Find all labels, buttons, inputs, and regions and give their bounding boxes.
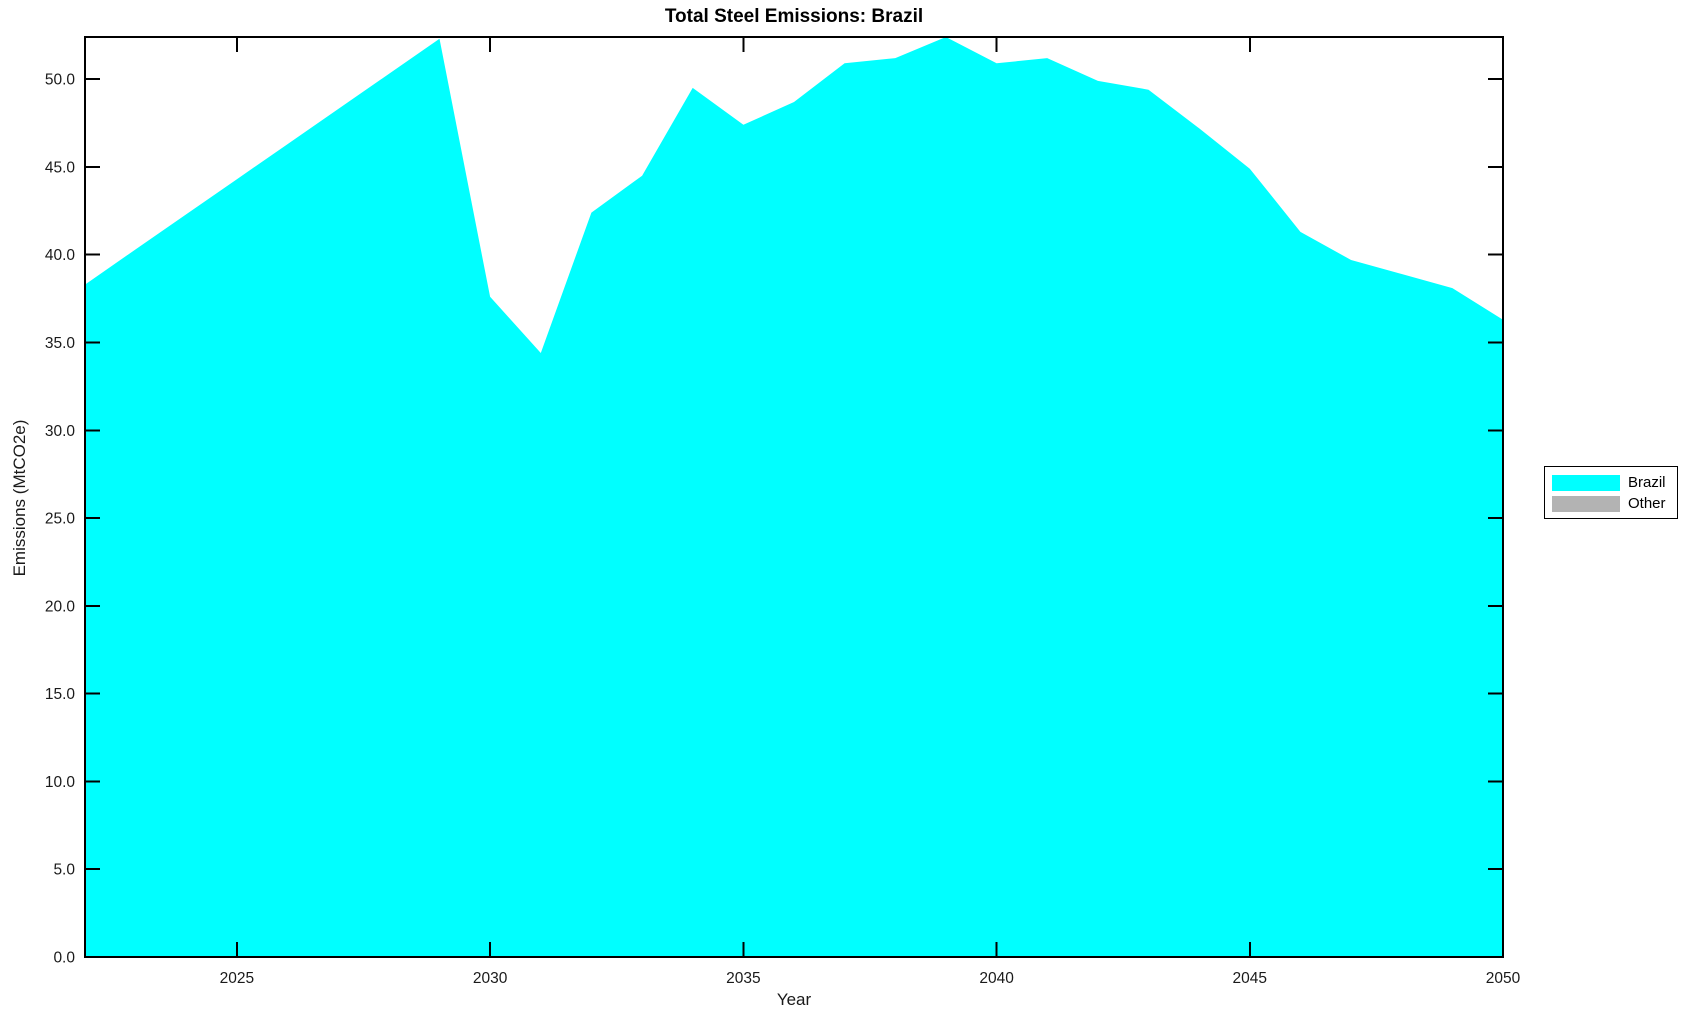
x-tick-label: 2040 (979, 970, 1014, 987)
legend-item-other: Other (1552, 495, 1669, 512)
y-tick-label: 30.0 (45, 423, 76, 440)
legend-label-brazil: Brazil (1628, 474, 1666, 491)
y-tick-label: 35.0 (45, 335, 76, 352)
x-tick-label: 2035 (726, 970, 760, 987)
legend-label-other: Other (1628, 495, 1666, 512)
x-tick-label: 2045 (1233, 970, 1267, 987)
legend-item-brazil: Brazil (1552, 474, 1669, 491)
x-axis-label: Year (776, 990, 812, 1009)
x-tick-label: 2030 (473, 970, 508, 987)
y-tick-label: 20.0 (45, 598, 76, 615)
y-tick-label: 50.0 (45, 72, 76, 89)
x-tick-label: 2025 (220, 970, 254, 987)
chart-title: Total Steel Emissions: Brazil (664, 6, 924, 27)
y-tick-label: 15.0 (45, 686, 76, 703)
legend: Brazil Other (1544, 466, 1678, 519)
y-tick-label: 25.0 (45, 511, 76, 528)
y-tick-label: 45.0 (45, 159, 76, 176)
legend-swatch-brazil (1552, 474, 1620, 491)
y-tick-label: 40.0 (45, 247, 76, 264)
x-tick-label: 2050 (1486, 970, 1521, 987)
legend-swatch-other (1552, 495, 1620, 512)
y-tick-label: 0.0 (53, 950, 75, 967)
y-tick-label: 10.0 (45, 774, 76, 791)
y-tick-label: 5.0 (53, 862, 75, 879)
area-brazil (85, 37, 1503, 957)
axes-box (84, 36, 1504, 958)
